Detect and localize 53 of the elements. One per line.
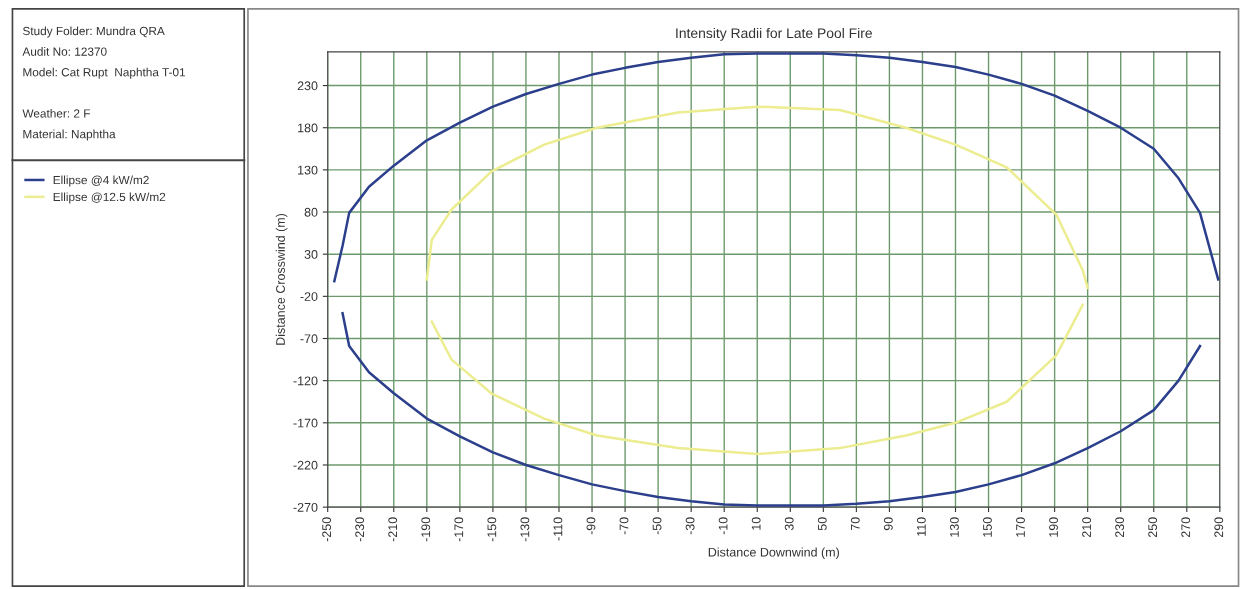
y-tick-label: -170 <box>293 418 318 428</box>
y-tick-label: -220 <box>293 460 318 470</box>
x-tick-label: -50 <box>652 517 662 535</box>
y-tick-label: -120 <box>293 376 318 386</box>
line-series <box>333 52 1220 283</box>
x-tick-label: -190 <box>421 517 431 542</box>
x-tick-label: -210 <box>388 517 398 542</box>
x-tick-label: 90 <box>883 517 893 531</box>
text: Material: Naphtha <box>23 129 116 141</box>
x-tick-label: -110 <box>553 517 563 541</box>
x-tick-label: -250 <box>322 517 332 542</box>
y-tick-label: -70 <box>300 334 318 344</box>
y-tick-label: 80 <box>304 207 318 217</box>
x-tick-label: -30 <box>685 517 695 535</box>
x-tick-label: 250 <box>1148 517 1158 538</box>
y-tick-label: 180 <box>298 123 318 133</box>
line-series <box>430 303 1084 456</box>
text: Weather: 2 F <box>22 108 90 118</box>
x-tick-label: -230 <box>355 517 365 542</box>
legend-label: Ellipse @12.5 kW/m2 <box>53 192 166 204</box>
line-series <box>425 105 1089 290</box>
x-tick-label: 150 <box>983 517 992 537</box>
x-tick-label: -130 <box>520 517 530 542</box>
x-tick-label: 50 <box>817 517 827 531</box>
x-tick-label: -170 <box>454 517 464 542</box>
x-tick-label: -70 <box>619 517 629 535</box>
x-tick-label: 290 <box>1214 517 1224 538</box>
x-axis-title: Distance Downwind (m) <box>708 547 839 560</box>
legend-label: Ellipse @4 kW/m2 <box>53 175 149 187</box>
x-tick-label: -10 <box>718 517 728 535</box>
text: Audit No: 12370 <box>22 47 107 56</box>
x-tick-label: -150 <box>487 517 497 542</box>
x-tick-label: 110 <box>916 517 926 536</box>
x-tick-label: 230 <box>1115 517 1125 538</box>
x-tick-label: 70 <box>850 517 860 531</box>
x-tick-label: -90 <box>586 517 596 535</box>
chart-title: Intensity Radii for Late Pool Fire <box>676 27 872 41</box>
x-tick-label: 210 <box>1082 517 1092 538</box>
x-tick-label: 30 <box>784 517 794 531</box>
x-tick-label: 130 <box>950 517 959 537</box>
y-tick-label: 230 <box>297 81 318 91</box>
line-series <box>341 311 1202 507</box>
y-tick-label: 130 <box>298 165 318 175</box>
text: Study Folder: Mundra QRA <box>22 26 165 38</box>
y-tick-label: 30 <box>304 249 318 259</box>
y-tick-label: -270 <box>293 502 318 512</box>
x-tick-label: 190 <box>1049 517 1058 537</box>
x-tick-label: 170 <box>1016 517 1025 537</box>
y-axis-title: Distance Crosswind (m) <box>275 213 288 345</box>
x-tick-label: 270 <box>1181 517 1191 538</box>
y-tick-label: -20 <box>300 292 318 301</box>
x-tick-label: 10 <box>751 517 761 530</box>
text: Model: Cat Rupt Naphtha T-01 <box>23 67 186 79</box>
